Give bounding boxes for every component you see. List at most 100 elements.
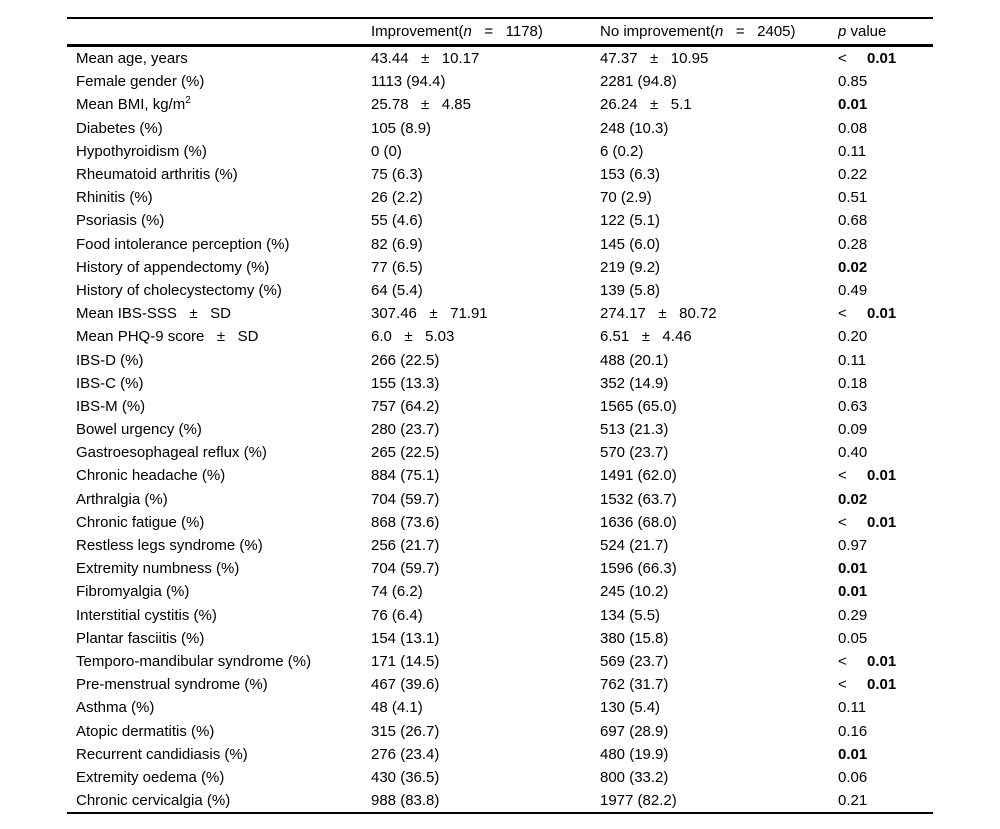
p-lt-sign: < — [838, 467, 847, 485]
cell-improvement: 6.0 ± 5.03 — [371, 328, 455, 346]
table-row: Chronic fatigue (%) 868 (73.6) 1636 (68.… — [67, 511, 933, 534]
row-label: Chronic headache (%) — [76, 467, 226, 485]
row-label: Temporo-mandibular syndrome (%) — [76, 652, 312, 670]
row-label: Mean PHQ-9 score ± SD — [76, 328, 259, 346]
p-number: 0.01 — [838, 560, 868, 578]
cell-no-improvement: 219 (9.2) — [600, 258, 661, 276]
cell-improvement: 105 (8.9) — [371, 119, 432, 137]
cell-p-value: <0.01 — [838, 653, 933, 670]
row-label: Interstitial cystitis (%) — [76, 606, 217, 624]
cell-p-value: 0.68 — [838, 212, 933, 229]
cell-p-value: 0.08 — [838, 120, 933, 137]
table-row: Temporo-mandibular syndrome (%) 171 (14.… — [67, 650, 933, 673]
p-number: 0.01 — [867, 467, 897, 485]
cell-p-value: 0.28 — [838, 236, 933, 253]
cell-p-value: 0.09 — [838, 421, 933, 438]
cell-p-value: 0.16 — [838, 723, 933, 740]
table-row: Plantar fasciitis (%) 154 (13.1) 380 (15… — [67, 627, 933, 650]
cell-p-value: 0.01 — [838, 746, 933, 763]
header-no-improvement-prefix: No improvement( — [600, 23, 716, 40]
header-col-p-value: p value — [838, 23, 933, 40]
table-row: Mean BMI, kg/m2 25.78 ± 4.85 26.24 ± 5.1… — [67, 93, 933, 116]
cell-p-value: 0.02 — [838, 259, 933, 276]
p-number: 0.01 — [867, 676, 897, 694]
header-p-value-label: value — [846, 23, 887, 40]
p-number: 0.85 — [838, 73, 868, 91]
cell-improvement: 26 (2.2) — [371, 189, 423, 207]
row-label: Fibromyalgia (%) — [76, 583, 190, 601]
cell-no-improvement: 1596 (66.3) — [600, 560, 677, 578]
p-number: 0.02 — [838, 490, 868, 508]
row-label: History of cholecystectomy (%) — [76, 281, 282, 299]
cell-p-value: 0.11 — [838, 352, 933, 369]
cell-improvement: 155 (13.3) — [371, 374, 440, 392]
row-label: Rhinitis (%) — [76, 189, 153, 207]
row-label: Mean age, years — [76, 50, 188, 68]
header-improvement-prefix: Improvement( — [371, 23, 464, 40]
cell-improvement: 307.46 ± 71.91 — [371, 305, 488, 323]
table-row: Hypothyroidism (%) 0 (0) 6 (0.2) 0.11 — [67, 140, 933, 163]
row-label: Extremity numbness (%) — [76, 560, 240, 578]
row-label: Food intolerance perception (%) — [76, 235, 290, 253]
cell-no-improvement: 488 (20.1) — [600, 351, 669, 369]
cell-p-value: <0.01 — [838, 676, 933, 693]
cell-p-value: 0.02 — [838, 491, 933, 508]
p-number: 0.22 — [838, 166, 868, 184]
table-row: History of cholecystectomy (%) 64 (5.4) … — [67, 279, 933, 302]
p-number: 0.63 — [838, 397, 868, 415]
row-label: Recurrent candidiasis (%) — [76, 745, 248, 763]
cell-improvement: 55 (4.6) — [371, 212, 423, 230]
p-number: 0.21 — [838, 792, 868, 810]
cell-no-improvement: 47.37 ± 10.95 — [600, 50, 709, 68]
cell-no-improvement: 122 (5.1) — [600, 212, 661, 230]
row-label: Gastroesophageal reflux (%) — [76, 444, 267, 462]
cell-improvement: 467 (39.6) — [371, 676, 440, 694]
table-row: Asthma (%) 48 (4.1) 130 (5.4) 0.11 — [67, 696, 933, 719]
cell-p-value: 0.29 — [838, 607, 933, 624]
cell-p-value: 0.11 — [838, 699, 933, 716]
cell-no-improvement: 570 (23.7) — [600, 444, 669, 462]
table-row: Pre-menstrual syndrome (%) 467 (39.6) 76… — [67, 673, 933, 696]
p-number: 0.08 — [838, 119, 868, 137]
cell-improvement: 884 (75.1) — [371, 467, 440, 485]
cell-p-value: 0.06 — [838, 769, 933, 786]
row-label: Pre-menstrual syndrome (%) — [76, 676, 268, 694]
p-number: 0.01 — [867, 50, 897, 68]
cell-improvement: 868 (73.6) — [371, 513, 440, 531]
p-number: 0.51 — [838, 189, 868, 207]
cell-p-value: 0.51 — [838, 189, 933, 206]
cell-no-improvement: 1491 (62.0) — [600, 467, 677, 485]
table-row: Mean IBS-SSS ± SD 307.46 ± 71.91 274.17 … — [67, 302, 933, 325]
header-improvement-count: = 1178) — [471, 23, 543, 40]
cell-no-improvement: 70 (2.9) — [600, 189, 652, 207]
p-number: 0.40 — [838, 444, 868, 462]
header-col-improvement: Improvement(n = 1178) — [371, 23, 600, 40]
cell-no-improvement: 800 (33.2) — [600, 768, 669, 786]
p-number: 0.11 — [838, 699, 867, 717]
cell-p-value: 0.97 — [838, 537, 933, 554]
row-label: Mean IBS-SSS ± SD — [76, 305, 231, 323]
p-number: 0.20 — [838, 328, 868, 346]
cell-p-value: 0.11 — [838, 143, 933, 160]
cell-p-value: 0.63 — [838, 398, 933, 415]
p-number: 0.06 — [838, 768, 868, 786]
cell-improvement: 265 (22.5) — [371, 444, 440, 462]
n-symbol: n — [715, 23, 724, 40]
p-number: 0.01 — [867, 652, 897, 670]
cell-no-improvement: 2281 (94.8) — [600, 73, 677, 91]
cell-improvement: 154 (13.1) — [371, 629, 440, 647]
cell-improvement: 704 (59.7) — [371, 560, 440, 578]
cell-no-improvement: 139 (5.8) — [600, 281, 661, 299]
cell-p-value: 0.01 — [838, 96, 933, 113]
p-number: 0.01 — [838, 96, 868, 114]
p-number: 0.18 — [838, 374, 868, 392]
row-label: Rheumatoid arthritis (%) — [76, 166, 238, 184]
cell-no-improvement: 145 (6.0) — [600, 235, 661, 253]
cell-no-improvement: 130 (5.4) — [600, 699, 661, 717]
table-row: Bowel urgency (%) 280 (23.7) 513 (21.3) … — [67, 418, 933, 441]
table-row: Diabetes (%) 105 (8.9) 248 (10.3) 0.08 — [67, 117, 933, 140]
table-row: Psoriasis (%) 55 (4.6) 122 (5.1) 0.68 — [67, 209, 933, 232]
table-row: Rheumatoid arthritis (%) 75 (6.3) 153 (6… — [67, 163, 933, 186]
cell-p-value: 0.21 — [838, 792, 933, 809]
p-number: 0.05 — [838, 629, 868, 647]
